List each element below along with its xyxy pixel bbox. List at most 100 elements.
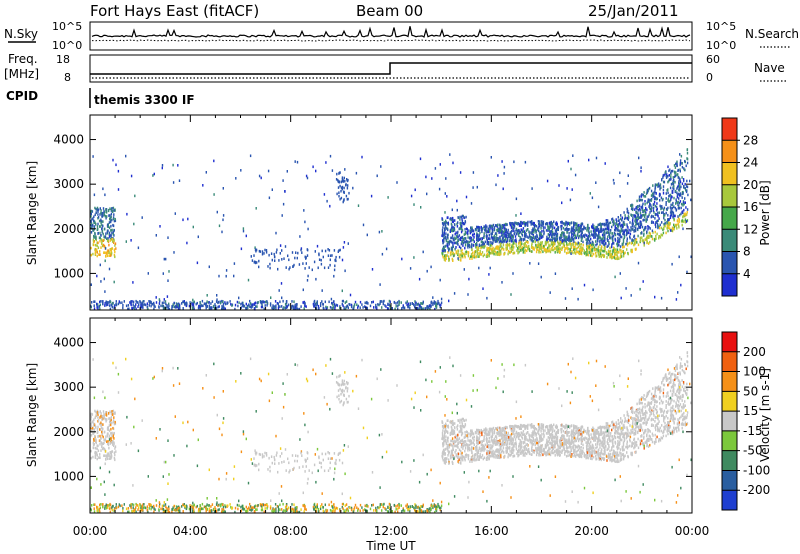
power-cell: [469, 236, 471, 240]
power-cell: [634, 226, 637, 230]
power-cell: [637, 234, 639, 238]
power-cell: [621, 229, 623, 232]
power-cell: [539, 244, 541, 247]
power-cell: [249, 305, 251, 308]
velocity-cell: [611, 455, 613, 459]
power-cell: [650, 209, 652, 213]
power-cell: [149, 301, 151, 304]
power-cell: [477, 236, 479, 239]
power-cell: [285, 266, 287, 269]
power-cell: [108, 301, 110, 304]
power-cell: [513, 223, 515, 227]
power-cell: [565, 247, 567, 250]
power-cell: [445, 239, 448, 243]
velocity-cell: [619, 432, 621, 436]
power-cell: [486, 230, 488, 233]
power-cell: [680, 283, 682, 287]
power-cell: [675, 189, 677, 193]
power-cell: [316, 302, 318, 306]
velocity-cell: [601, 433, 603, 436]
power-cell: [680, 194, 682, 197]
power-cell: [281, 305, 283, 308]
power-cell: [506, 223, 508, 227]
power-cell: [476, 234, 479, 238]
power-cell: [344, 301, 346, 304]
power-cell: [109, 207, 111, 210]
power-cell: [469, 231, 471, 235]
power-cell: [594, 236, 596, 239]
power-cell: [646, 235, 648, 239]
power-cell: [637, 213, 640, 217]
power-cell: [343, 199, 345, 202]
power-cell: [631, 225, 634, 228]
power-cell: [256, 301, 258, 305]
velocity-cell: [676, 430, 678, 433]
power-cell: [643, 232, 645, 236]
power-cell: [609, 249, 612, 253]
power-cell: [679, 161, 682, 165]
power-cell: [471, 248, 473, 251]
velocity-cell: [667, 416, 669, 420]
power-cell: [364, 301, 366, 305]
power-cell: [638, 195, 641, 199]
power-cell: [621, 223, 623, 227]
date-label: 25/Jan/2011: [588, 2, 679, 20]
power-cell: [500, 234, 503, 237]
power-cell: [371, 268, 374, 271]
power-cell: [647, 198, 649, 201]
power-cell: [306, 254, 309, 257]
velocity-cell: [678, 408, 680, 411]
power-cell: [301, 251, 303, 254]
power-cell: [308, 266, 310, 269]
power-cell: [647, 200, 649, 204]
power-cell: [450, 236, 452, 240]
power-cell: [515, 227, 518, 231]
power-cell: [661, 221, 663, 224]
colorbar-tick-label: 8: [743, 245, 751, 259]
power-cell: [307, 274, 309, 278]
power-cell: [388, 303, 391, 306]
power-cell: [615, 227, 617, 230]
power-cell: [341, 258, 344, 262]
power-cell: [572, 251, 574, 255]
power-cell: [590, 237, 592, 241]
power-cell: [686, 219, 689, 222]
power-cell: [537, 226, 539, 230]
power-cell: [282, 179, 284, 182]
power-cell: [521, 248, 524, 251]
power-cell: [491, 228, 494, 232]
power-cell: [588, 234, 591, 238]
power-cell: [631, 248, 633, 252]
power-cell: [446, 216, 448, 219]
power-cell: [632, 222, 634, 226]
power-cell: [638, 204, 641, 208]
power-cell: [619, 232, 621, 235]
power-cell: [641, 208, 643, 211]
velocity-cell: [96, 454, 98, 457]
power-cell: [187, 217, 189, 221]
power-cell: [153, 301, 155, 305]
power-cell: [619, 237, 621, 240]
power-cell: [570, 252, 572, 255]
power-cell: [524, 235, 526, 238]
power-cell: [499, 224, 501, 227]
power-cell: [530, 221, 532, 224]
power-cell: [671, 229, 673, 232]
power-cell: [619, 221, 621, 225]
power-cell: [654, 186, 657, 189]
power-cell: [341, 178, 344, 181]
power-cell: [563, 241, 565, 245]
power-cell: [677, 176, 679, 179]
velocity-cell: [596, 451, 598, 454]
power-cell: [253, 254, 255, 257]
velocity-cell: [656, 405, 658, 408]
power-cell: [406, 303, 408, 306]
power-cell: [471, 238, 473, 242]
power-cell: [199, 307, 201, 311]
power-cell: [680, 185, 682, 189]
power-cell: [667, 213, 669, 217]
power-cell: [461, 254, 463, 258]
power-cell: [525, 229, 528, 232]
power-cell: [320, 258, 322, 262]
power-cell: [92, 155, 94, 158]
